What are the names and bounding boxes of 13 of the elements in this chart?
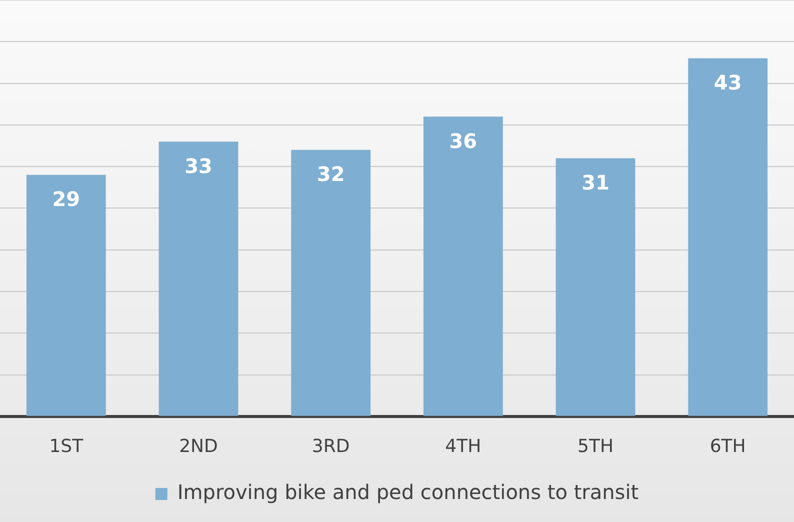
x-tick-label: 3RD <box>312 436 350 457</box>
data-label: 43 <box>714 70 742 94</box>
data-label: 33 <box>184 154 212 178</box>
data-label: 29 <box>52 187 80 212</box>
x-tick-label: 4TH <box>445 436 482 457</box>
data-label: 31 <box>582 170 610 194</box>
x-tick-label: 1ST <box>49 436 84 457</box>
x-tick-label: 2ND <box>179 436 218 457</box>
x-tick-label: 5TH <box>578 436 614 457</box>
data-label: 32 <box>316 162 345 186</box>
x-tick-label: 6TH <box>710 436 746 457</box>
legend-label: Improving bike and ped connections to transit <box>177 480 639 504</box>
data-label: 36 <box>449 128 478 153</box>
